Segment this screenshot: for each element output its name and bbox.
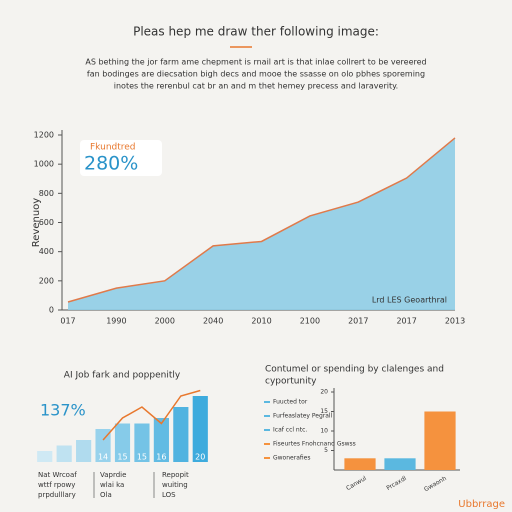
bar [173, 407, 189, 462]
x-tick-label: 2100 [300, 317, 320, 326]
bar-label: 15 [117, 453, 127, 462]
note-line: Vaprdie [100, 471, 126, 479]
x-tick-label: 1990 [106, 317, 126, 326]
x-tick-label: 2000 [155, 317, 175, 326]
bar [153, 418, 169, 462]
bar [424, 411, 456, 470]
bar [344, 458, 376, 470]
note-line: wuiting [162, 481, 188, 489]
chart-title: Contumel or spending by clalenges and [265, 365, 444, 375]
bar-label: 15 [137, 453, 147, 462]
note-line: Ola [100, 491, 112, 499]
bar [56, 445, 72, 462]
bar [134, 423, 150, 462]
legend-label: Icaf ccl ntc. [273, 427, 307, 434]
y-tick-label: 400 [39, 247, 54, 256]
legend-label: Furfeaslatey Pegrall [273, 413, 333, 420]
x-tick-label: 2010 [251, 317, 271, 326]
note-line: prpdulllary [38, 491, 76, 499]
y-tick-label: 10 [320, 428, 328, 435]
line [67, 137, 456, 303]
bar-label: 16 [156, 453, 166, 462]
x-tick-label: 017 [60, 317, 75, 326]
intro-line: AS bething the jor farm ame chepment is … [85, 58, 426, 67]
bar [76, 440, 92, 462]
bar-label: 14 [98, 453, 108, 462]
y-tick-label: 1000 [34, 160, 54, 169]
y-tick-label: 20 [320, 389, 328, 396]
annotation: 137% [40, 401, 86, 420]
legend-label: Fiseurtes Fnohcnand Gswss [273, 441, 356, 448]
intro-line: inotes the rerenbul cat br an and m thet… [114, 82, 398, 91]
note-line: Repopit [162, 471, 189, 479]
bar [192, 396, 208, 462]
watermark: Ubbrrage [458, 499, 505, 510]
y-tick-label: 5 [324, 447, 328, 454]
y-tick-label: 200 [39, 276, 54, 285]
legend-label: Gwonerafies [273, 455, 310, 462]
y-tick-label: 15 [320, 408, 328, 415]
intro-line: fan bodinges are diecsation bigh decs an… [87, 70, 425, 79]
note-line: Nat Wrcoaf [38, 471, 77, 479]
chart-title: AI Job fark and poppenitly [64, 371, 181, 381]
area-note: Lrd LES Geoarthral [372, 296, 447, 305]
x-tick-label: 2017 [348, 317, 368, 326]
trend-line [102, 389, 201, 441]
page-title: Pleas hep me draw ther following image: [133, 25, 379, 39]
note-line: wlai ka [100, 481, 124, 489]
bar [95, 429, 111, 462]
y-tick-label: 600 [39, 218, 54, 227]
legend-label: Fuucted tor [273, 399, 308, 406]
y-tick-label: 800 [39, 189, 54, 198]
y-axis-label: Revenuoy [31, 198, 42, 248]
bar [37, 451, 53, 462]
y-tick-label: 1200 [34, 131, 54, 140]
bar-label: 20 [195, 453, 205, 462]
x-tick-label: 2040 [203, 317, 223, 326]
annotation-box [80, 140, 162, 176]
bar [384, 458, 416, 470]
y-tick-label: 0 [49, 306, 54, 315]
area [68, 137, 455, 310]
x-tick-label: 2013 [445, 317, 465, 326]
note-line: wttf rpowy [38, 481, 75, 489]
annotation-value: 280% [84, 153, 138, 175]
note-line: LOS [162, 491, 176, 499]
x-tick-label: 2017 [396, 317, 416, 326]
chart-title: cyportunity [265, 377, 317, 387]
bar [114, 423, 131, 462]
annotation-label: Fkundtred [90, 143, 136, 153]
